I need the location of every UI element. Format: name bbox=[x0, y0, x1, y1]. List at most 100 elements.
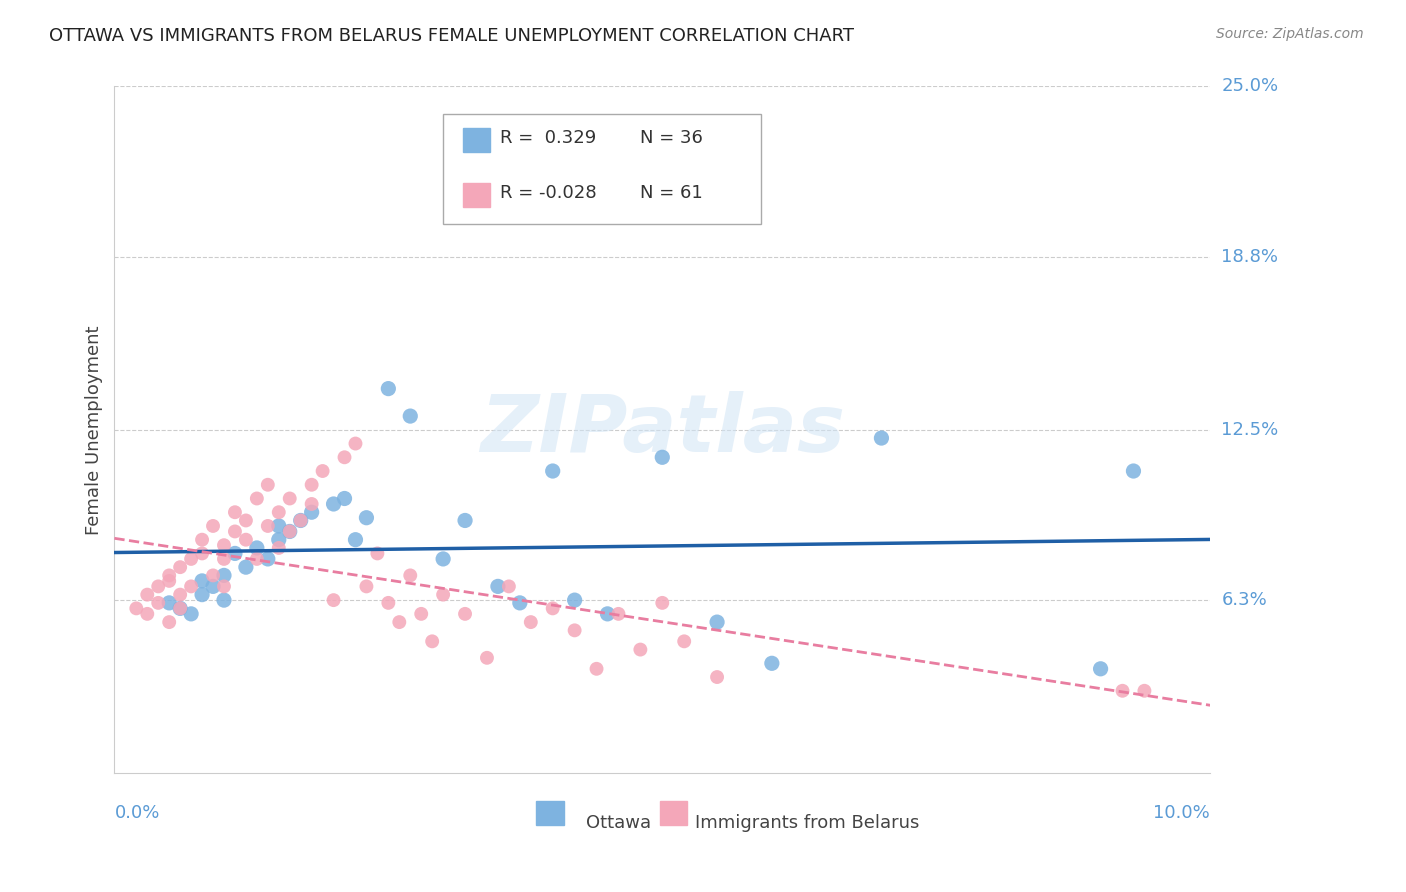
Text: N = 61: N = 61 bbox=[640, 184, 703, 202]
Point bbox=[1090, 662, 1112, 676]
Point bbox=[267, 541, 290, 555]
Point bbox=[333, 491, 356, 506]
Point bbox=[267, 533, 290, 547]
Point bbox=[628, 642, 651, 657]
Point bbox=[344, 436, 367, 450]
Point bbox=[212, 593, 235, 607]
Point bbox=[301, 477, 323, 491]
Point bbox=[224, 524, 246, 539]
Text: Ottawa: Ottawa bbox=[585, 814, 651, 832]
Point bbox=[454, 607, 477, 621]
Text: Immigrants from Belarus: Immigrants from Belarus bbox=[695, 814, 920, 832]
Point bbox=[706, 670, 728, 684]
Point bbox=[388, 615, 411, 629]
Point bbox=[411, 607, 433, 621]
Point bbox=[651, 596, 673, 610]
FancyBboxPatch shape bbox=[536, 801, 564, 825]
Y-axis label: Female Unemployment: Female Unemployment bbox=[86, 325, 103, 534]
Point bbox=[180, 579, 202, 593]
Point bbox=[356, 510, 378, 524]
Point bbox=[235, 560, 257, 574]
FancyBboxPatch shape bbox=[659, 801, 688, 825]
Point bbox=[278, 524, 301, 539]
Point bbox=[212, 579, 235, 593]
Point bbox=[541, 464, 564, 478]
Point bbox=[224, 505, 246, 519]
Point bbox=[235, 533, 257, 547]
Point bbox=[290, 513, 312, 527]
Point bbox=[301, 505, 323, 519]
Text: R =  0.329: R = 0.329 bbox=[501, 129, 596, 147]
Point bbox=[564, 593, 586, 607]
Point bbox=[180, 607, 202, 621]
Point bbox=[311, 464, 333, 478]
Point bbox=[278, 524, 301, 539]
Text: OTTAWA VS IMMIGRANTS FROM BELARUS FEMALE UNEMPLOYMENT CORRELATION CHART: OTTAWA VS IMMIGRANTS FROM BELARUS FEMALE… bbox=[49, 27, 855, 45]
Point bbox=[212, 552, 235, 566]
Point bbox=[202, 579, 225, 593]
Point bbox=[212, 568, 235, 582]
Point bbox=[399, 409, 422, 423]
Point bbox=[377, 382, 399, 396]
Point bbox=[169, 601, 191, 615]
Text: 10.0%: 10.0% bbox=[1153, 804, 1211, 822]
Point bbox=[420, 634, 443, 648]
Point bbox=[136, 607, 159, 621]
Point bbox=[377, 596, 399, 610]
Point bbox=[432, 552, 454, 566]
FancyBboxPatch shape bbox=[463, 128, 491, 152]
Point bbox=[706, 615, 728, 629]
Text: R = -0.028: R = -0.028 bbox=[501, 184, 596, 202]
Point bbox=[564, 624, 586, 638]
Text: 12.5%: 12.5% bbox=[1222, 421, 1278, 439]
Point bbox=[125, 601, 148, 615]
Point bbox=[212, 538, 235, 552]
Point bbox=[278, 491, 301, 506]
Point bbox=[256, 519, 278, 533]
Point bbox=[157, 596, 180, 610]
Text: ZIPatlas: ZIPatlas bbox=[479, 391, 845, 469]
Point bbox=[399, 568, 422, 582]
Point bbox=[870, 431, 893, 445]
Text: Source: ZipAtlas.com: Source: ZipAtlas.com bbox=[1216, 27, 1364, 41]
Point bbox=[322, 497, 344, 511]
Point bbox=[1133, 683, 1156, 698]
Point bbox=[148, 579, 170, 593]
Point bbox=[475, 650, 498, 665]
Point bbox=[267, 505, 290, 519]
Point bbox=[541, 601, 564, 615]
Point bbox=[333, 450, 356, 465]
Point bbox=[246, 491, 269, 506]
Point bbox=[1111, 683, 1133, 698]
Point bbox=[356, 579, 378, 593]
Point bbox=[202, 568, 225, 582]
Text: 18.8%: 18.8% bbox=[1222, 248, 1278, 266]
FancyBboxPatch shape bbox=[463, 183, 491, 207]
Point bbox=[290, 513, 312, 527]
Point bbox=[191, 574, 214, 588]
Point bbox=[1122, 464, 1144, 478]
Point bbox=[169, 560, 191, 574]
Point bbox=[202, 519, 225, 533]
Point bbox=[191, 533, 214, 547]
Point bbox=[301, 497, 323, 511]
Point bbox=[191, 588, 214, 602]
Point bbox=[486, 579, 509, 593]
Point bbox=[366, 546, 388, 560]
Point bbox=[673, 634, 696, 648]
Text: 0.0%: 0.0% bbox=[114, 804, 160, 822]
Point bbox=[157, 574, 180, 588]
Point bbox=[585, 662, 607, 676]
Point bbox=[607, 607, 630, 621]
Point bbox=[246, 541, 269, 555]
Point bbox=[267, 519, 290, 533]
Point bbox=[498, 579, 520, 593]
Point bbox=[509, 596, 531, 610]
Point bbox=[157, 568, 180, 582]
Point bbox=[191, 546, 214, 560]
Point bbox=[651, 450, 673, 465]
Point bbox=[235, 513, 257, 527]
Point bbox=[157, 615, 180, 629]
Text: N = 36: N = 36 bbox=[640, 129, 703, 147]
Point bbox=[432, 588, 454, 602]
